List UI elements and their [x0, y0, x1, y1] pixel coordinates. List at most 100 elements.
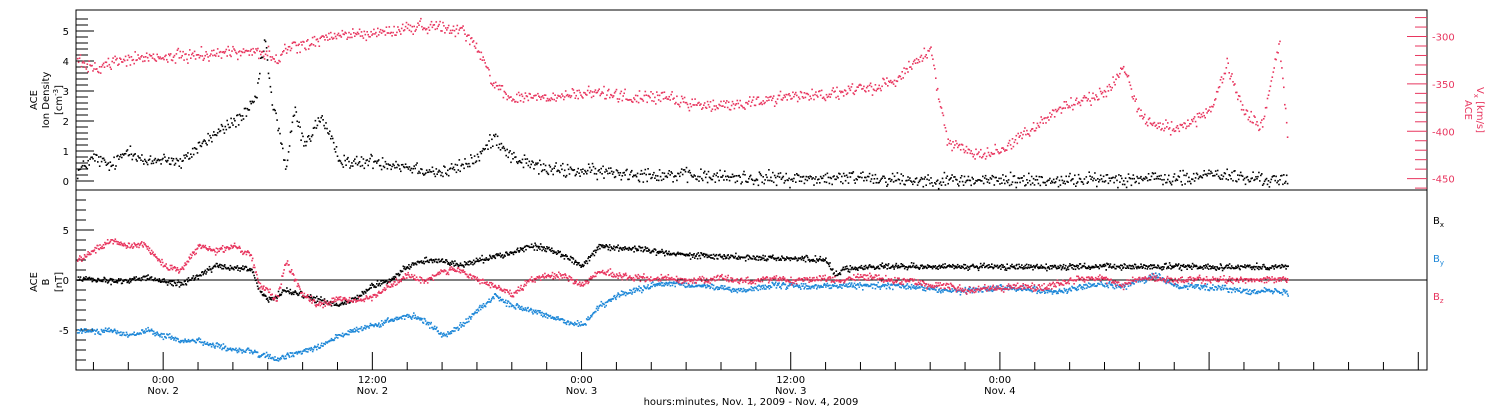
by-point — [234, 349, 237, 351]
by-point — [1247, 290, 1250, 293]
by-point — [964, 286, 967, 289]
by-point — [163, 333, 165, 335]
bx-point — [311, 298, 314, 300]
density-point — [144, 160, 147, 162]
density-point — [749, 174, 752, 177]
density-point — [642, 181, 645, 183]
by-point — [671, 284, 674, 287]
density-point — [749, 175, 751, 178]
by-point — [1057, 292, 1059, 295]
density-point — [346, 158, 348, 160]
vx-point — [466, 35, 468, 37]
vx-point — [1276, 51, 1278, 54]
by-point — [429, 327, 431, 329]
vx-point — [819, 90, 821, 92]
density-point — [843, 175, 846, 177]
density-point — [1150, 175, 1153, 178]
by-point — [1205, 286, 1208, 288]
density-point — [1017, 177, 1019, 179]
vx-point — [540, 98, 542, 101]
density-point — [699, 175, 701, 178]
density-point — [545, 170, 548, 173]
vx-point — [719, 104, 721, 107]
by-point — [690, 286, 693, 288]
vx-point — [1040, 116, 1042, 118]
vx-point — [639, 97, 642, 100]
vx-point — [1045, 122, 1047, 124]
vx-point — [755, 98, 758, 100]
bx-point — [433, 259, 435, 262]
by-point — [935, 289, 937, 291]
density-point — [966, 179, 969, 181]
density-point — [737, 175, 740, 177]
vx-point — [201, 55, 204, 57]
vx-point — [1208, 109, 1210, 111]
vx-point — [934, 68, 936, 70]
vx-point — [196, 54, 199, 56]
vx-point — [958, 143, 961, 146]
density-point — [983, 177, 986, 179]
vx-point — [82, 60, 85, 63]
density-point — [688, 169, 691, 172]
vx-point — [369, 36, 371, 38]
density-point — [515, 156, 517, 158]
by-point — [452, 330, 455, 333]
by-point — [405, 315, 407, 317]
vx-point — [1017, 132, 1019, 135]
density-point — [102, 157, 105, 160]
vx-point — [505, 93, 507, 95]
by-point — [437, 330, 439, 332]
x-tick-date-label: Nov. 3 — [566, 386, 597, 397]
density-point — [509, 150, 511, 152]
density-point — [873, 178, 876, 180]
density-point — [1118, 174, 1120, 176]
vx-point — [86, 63, 89, 65]
vx-point — [721, 105, 723, 107]
by-point — [146, 330, 149, 332]
density-point — [827, 176, 830, 179]
vx-point — [616, 98, 619, 100]
density-point — [93, 153, 95, 155]
vx-point — [99, 72, 102, 74]
density-point — [448, 168, 451, 170]
by-point — [185, 340, 187, 342]
density-point — [523, 154, 526, 156]
by-point — [248, 349, 250, 351]
vx-point — [483, 59, 485, 61]
bx-point — [163, 278, 165, 280]
by-point — [151, 330, 154, 332]
by-point — [141, 329, 144, 331]
density-point — [879, 180, 881, 182]
density-point — [541, 169, 544, 171]
vx-point — [220, 57, 223, 59]
vx-point — [199, 55, 202, 57]
by-point — [562, 318, 564, 321]
bx-point — [191, 277, 194, 279]
by-point — [1253, 289, 1256, 291]
density-point — [161, 158, 163, 161]
density-point — [433, 173, 436, 175]
density-point — [280, 142, 282, 144]
density-point — [146, 163, 149, 166]
by-point — [880, 286, 882, 288]
vx-point — [903, 67, 905, 69]
density-point — [679, 175, 681, 178]
density-point — [551, 168, 554, 170]
bx-point — [309, 294, 312, 296]
density-point — [410, 167, 413, 170]
by-point — [237, 349, 239, 351]
density-point — [638, 180, 641, 183]
bx-point — [79, 276, 82, 278]
by-point — [165, 337, 167, 339]
density-point — [1142, 179, 1144, 182]
density-point — [938, 182, 941, 185]
density-point — [252, 101, 254, 104]
vx-point — [735, 103, 738, 105]
by-point — [1123, 286, 1126, 288]
density-point — [372, 167, 374, 170]
density-point — [365, 159, 368, 162]
vx-point — [891, 81, 894, 83]
vx-point — [370, 30, 372, 33]
by-point — [144, 331, 147, 334]
density-point — [789, 186, 791, 189]
